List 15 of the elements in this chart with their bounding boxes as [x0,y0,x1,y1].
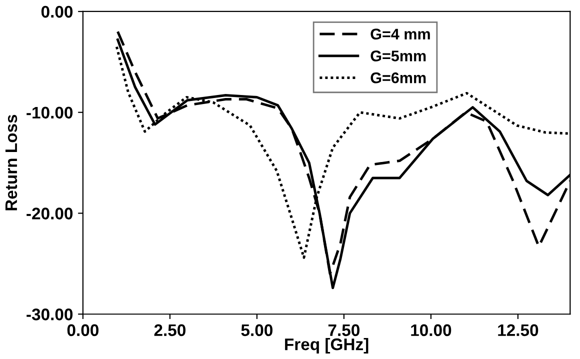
legend-label: G=6mm [370,72,426,84]
y-axis-title: Return Loss [5,114,18,210]
y-tick-label: -30.00 [26,308,73,320]
x-tick-label: 5.00 [241,324,272,336]
x-tick-label: 7.50 [328,324,360,336]
y-tick-label: 0.00 [41,6,73,18]
y-tick-label: -20.00 [26,208,73,220]
x-tick-label: 12.50 [498,324,538,336]
x-axis-title: Freq [GHz] [285,338,368,354]
x-tick-label: 2.50 [154,324,186,336]
x-tick-label: 10.00 [411,324,452,336]
y-tick-label: -10.00 [26,106,73,119]
legend-label: G=5mm [370,50,426,62]
legend-label: G=4 mm [370,28,430,40]
x-tick-label: 0.00 [67,324,98,336]
